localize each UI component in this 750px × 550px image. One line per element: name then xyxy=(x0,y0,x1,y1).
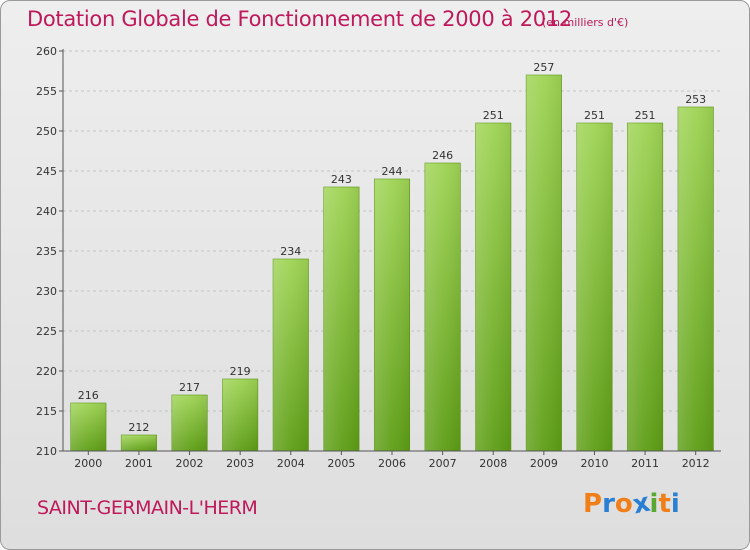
x-tick-label: 2012 xyxy=(682,457,710,470)
logo-letter: P xyxy=(583,489,603,519)
chart-title: Dotation Globale de Fonctionnement de 20… xyxy=(27,7,572,31)
data-label: 257 xyxy=(533,61,554,74)
data-label: 243 xyxy=(331,173,352,186)
logo-letter: r xyxy=(602,489,615,519)
x-tick-label: 2006 xyxy=(378,457,406,470)
proxiti-logo: Proxiti xyxy=(583,488,680,521)
x-tick-label: 2009 xyxy=(530,457,558,470)
bar-shine xyxy=(576,123,613,451)
y-tick-label: 215 xyxy=(36,405,57,418)
bar-shine xyxy=(475,123,511,451)
bar-shine xyxy=(627,123,663,451)
data-label: 251 xyxy=(584,109,605,122)
y-tick-label: 235 xyxy=(36,245,57,258)
logo-letter: i xyxy=(649,489,659,519)
y-tick-label: 210 xyxy=(36,445,57,458)
chart-unit: (en milliers d'€) xyxy=(542,16,629,29)
bar-shine xyxy=(171,395,208,451)
y-tick-label: 225 xyxy=(36,325,57,338)
bar-shine xyxy=(526,75,562,451)
bar-shine xyxy=(323,187,360,451)
bar-shine xyxy=(222,379,258,451)
x-tick-label: 2005 xyxy=(327,457,355,470)
logo-letter: t xyxy=(658,489,671,519)
data-label: 217 xyxy=(179,381,200,394)
data-label: 246 xyxy=(432,149,453,162)
bar-shine xyxy=(424,163,461,451)
x-tick-label: 2008 xyxy=(479,457,507,470)
x-tick-label: 2011 xyxy=(631,457,659,470)
y-tick-label: 250 xyxy=(36,125,57,138)
y-tick-label: 260 xyxy=(36,45,57,58)
data-label: 212 xyxy=(128,421,149,434)
data-label: 251 xyxy=(483,109,504,122)
bar-shine xyxy=(374,179,410,451)
x-tick-label: 2000 xyxy=(74,457,102,470)
logo-letter: o xyxy=(614,489,633,519)
data-label: 219 xyxy=(230,365,251,378)
x-tick-label: 2004 xyxy=(277,457,305,470)
y-tick-label: 245 xyxy=(36,165,57,178)
x-tick-label: 2003 xyxy=(226,457,254,470)
x-tick-label: 2002 xyxy=(176,457,204,470)
bars xyxy=(70,74,714,452)
x-tick-label: 2007 xyxy=(429,457,457,470)
y-tick-label: 240 xyxy=(36,205,57,218)
data-label: 244 xyxy=(382,165,403,178)
commune-name: SAINT-GERMAIN-L'HERM xyxy=(37,497,258,519)
data-label: 216 xyxy=(78,389,99,402)
bar-shine xyxy=(677,107,714,451)
x-tick-label: 2001 xyxy=(125,457,153,470)
data-label: 251 xyxy=(635,109,656,122)
bar-shine xyxy=(121,435,157,451)
data-label: 253 xyxy=(685,93,706,106)
data-label: 234 xyxy=(280,245,301,258)
data-labels: 216 212 217 219 234 243 244 246 251 257 251 251 253 xyxy=(78,61,706,434)
y-tick-label: 220 xyxy=(36,365,57,378)
bar-shine xyxy=(70,403,107,451)
logo-letter: i xyxy=(670,489,680,519)
x-tick-label: 2010 xyxy=(580,457,608,470)
bar-shine xyxy=(273,259,309,451)
y-tick-label: 255 xyxy=(36,85,57,98)
y-tick-label: 230 xyxy=(36,285,57,298)
axes: 210 215 220 225 230 235 240 245 250 255 260 2000 200… xyxy=(36,45,721,470)
